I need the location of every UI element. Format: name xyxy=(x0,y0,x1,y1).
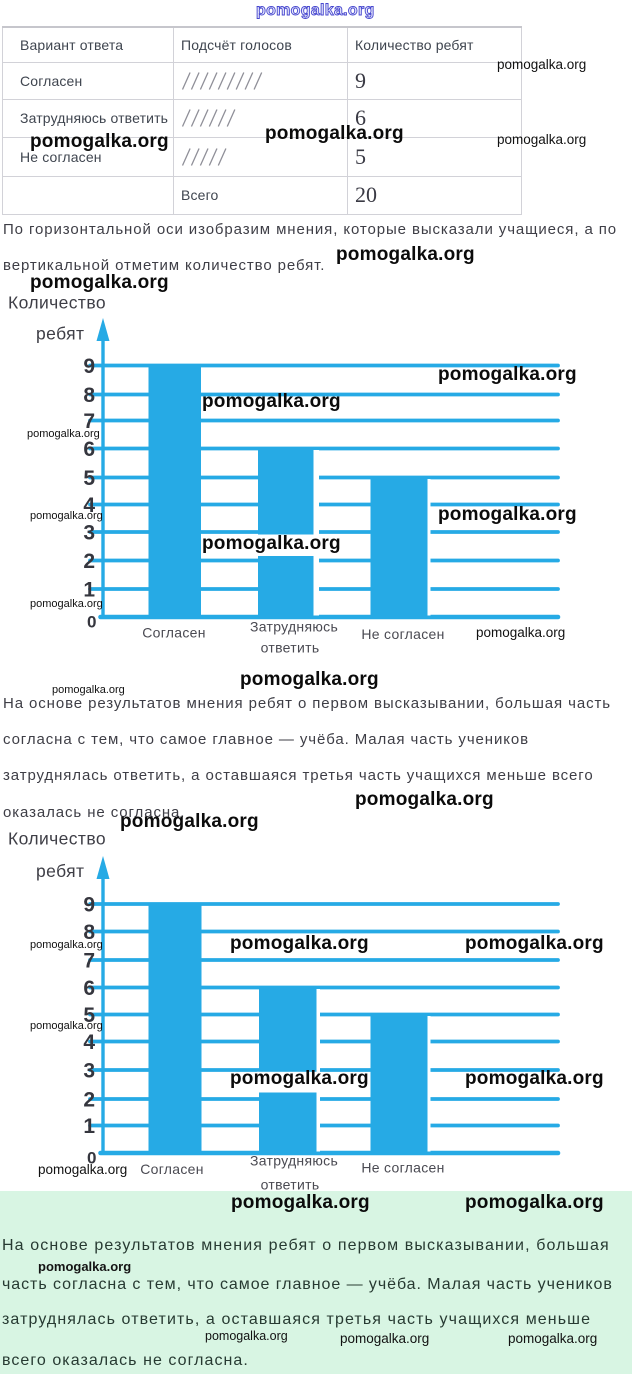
svg-text:6: 6 xyxy=(83,438,95,461)
svg-text:4: 4 xyxy=(83,1031,95,1054)
svg-text:3: 3 xyxy=(83,522,95,545)
svg-text:Согласен: Согласен xyxy=(140,1161,204,1177)
svg-text:6: 6 xyxy=(83,977,95,1000)
svg-text:2: 2 xyxy=(83,550,95,573)
svg-text:0: 0 xyxy=(87,1149,96,1168)
svg-text:Затрудняюсь: Затрудняюсь xyxy=(250,1153,338,1169)
svg-text:3: 3 xyxy=(83,1060,95,1083)
svg-text:8: 8 xyxy=(83,384,95,407)
svg-text:Не согласен: Не согласен xyxy=(361,1160,444,1176)
svg-text:7: 7 xyxy=(83,410,95,433)
svg-text:5: 5 xyxy=(83,1004,95,1027)
svg-text:9: 9 xyxy=(83,894,95,917)
svg-text:5: 5 xyxy=(83,467,95,490)
svg-text:8: 8 xyxy=(83,921,95,944)
svg-text:1: 1 xyxy=(83,579,95,602)
svg-text:0: 0 xyxy=(87,613,96,632)
svg-text:1: 1 xyxy=(83,1115,95,1138)
svg-text:Затрудняюсь: Затрудняюсь xyxy=(250,619,338,635)
svg-text:ответить: ответить xyxy=(261,640,320,656)
svg-text:ребят: ребят xyxy=(36,324,84,344)
svg-text:2: 2 xyxy=(83,1089,95,1112)
svg-text:4: 4 xyxy=(83,494,95,517)
svg-text:Не согласен: Не согласен xyxy=(361,626,444,642)
svg-text:9: 9 xyxy=(83,355,95,378)
svg-text:ответить: ответить xyxy=(261,1177,320,1193)
svg-text:7: 7 xyxy=(83,950,95,973)
svg-text:Согласен: Согласен xyxy=(142,625,206,641)
svg-text:ребят: ребят xyxy=(36,861,84,881)
svg-text:Количество: Количество xyxy=(8,295,106,313)
svg-text:Количество: Количество xyxy=(8,829,106,849)
